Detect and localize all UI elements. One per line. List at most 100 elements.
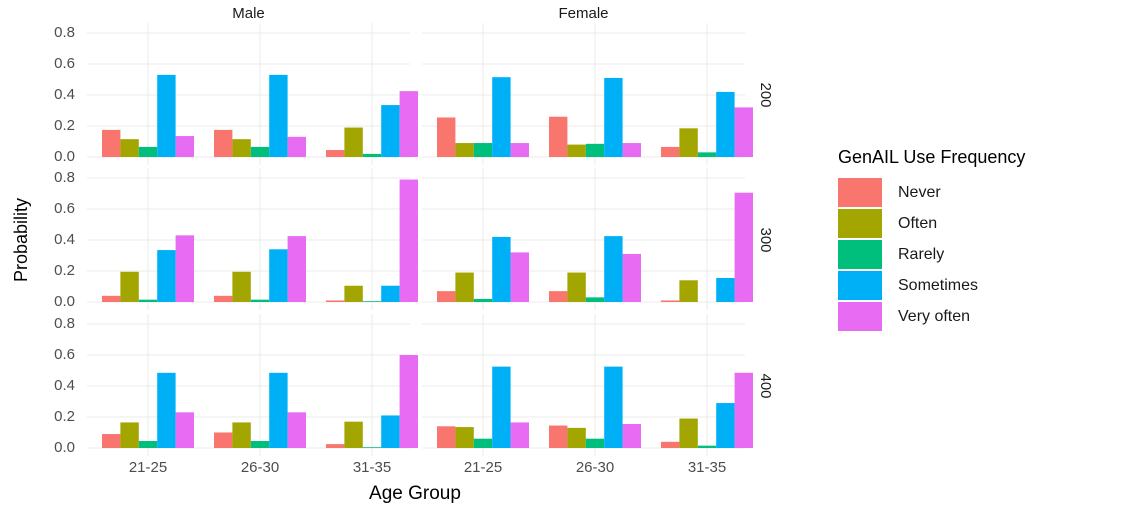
bar bbox=[697, 445, 717, 448]
x-tick-label: 26-30 bbox=[241, 459, 279, 476]
bar bbox=[344, 127, 363, 157]
bar bbox=[510, 143, 529, 157]
legend-key bbox=[838, 209, 882, 238]
facet-column-label: Female bbox=[558, 5, 608, 22]
bar bbox=[604, 77, 623, 157]
legend-title: GenAIL Use Frequency bbox=[838, 147, 1025, 167]
x-tick-label: 21-25 bbox=[464, 459, 502, 476]
bar bbox=[455, 427, 474, 448]
facet-row-label: 200 bbox=[757, 82, 774, 107]
bar bbox=[214, 129, 233, 157]
bar bbox=[455, 272, 474, 302]
bar bbox=[622, 253, 641, 302]
bar bbox=[473, 298, 493, 302]
bar bbox=[622, 423, 641, 448]
legend-key bbox=[838, 178, 882, 207]
bar bbox=[437, 291, 456, 302]
bar bbox=[232, 139, 251, 157]
bar bbox=[585, 297, 605, 302]
bar bbox=[250, 146, 270, 157]
bar bbox=[138, 299, 158, 302]
bar bbox=[269, 74, 288, 157]
y-tick-label: 0.0 bbox=[54, 293, 75, 310]
bar bbox=[269, 372, 288, 448]
facet-column-label: Male bbox=[232, 5, 265, 22]
bar bbox=[287, 136, 306, 157]
bar bbox=[344, 285, 363, 302]
y-tick-label: 0.0 bbox=[54, 439, 75, 456]
bar bbox=[492, 77, 511, 157]
bar bbox=[734, 107, 753, 157]
x-tick-label: 21-25 bbox=[129, 459, 167, 476]
bar bbox=[679, 280, 698, 302]
bar bbox=[437, 117, 456, 157]
bar bbox=[399, 91, 418, 157]
bar bbox=[326, 150, 345, 157]
bar bbox=[734, 192, 753, 302]
y-tick-label: 0.4 bbox=[54, 231, 75, 248]
bar bbox=[549, 425, 568, 448]
bar bbox=[381, 285, 400, 302]
bar bbox=[622, 143, 641, 157]
bar bbox=[344, 421, 363, 448]
bar bbox=[399, 355, 418, 448]
bar bbox=[250, 441, 270, 448]
bar bbox=[232, 271, 251, 302]
bar bbox=[437, 426, 456, 448]
y-tick-label: 0.8 bbox=[54, 315, 75, 332]
y-tick-label: 0.2 bbox=[54, 117, 75, 134]
bar bbox=[716, 91, 735, 157]
bar bbox=[492, 236, 511, 302]
bar bbox=[585, 438, 605, 448]
bar bbox=[120, 422, 139, 448]
y-axis-label: Probability bbox=[11, 198, 31, 282]
bar bbox=[250, 299, 270, 302]
bar bbox=[734, 372, 753, 448]
bar bbox=[604, 236, 623, 302]
bar bbox=[287, 236, 306, 302]
bar bbox=[567, 272, 586, 302]
y-tick-label: 0.4 bbox=[54, 377, 75, 394]
y-tick-label: 0.2 bbox=[54, 262, 75, 279]
x-tick-label: 26-30 bbox=[576, 459, 614, 476]
bar bbox=[661, 300, 680, 302]
bar bbox=[120, 139, 139, 157]
bar bbox=[679, 418, 698, 448]
bar bbox=[214, 432, 233, 448]
bar bbox=[362, 301, 382, 302]
bar bbox=[326, 444, 345, 448]
legend-label: Very often bbox=[898, 308, 970, 325]
facet-row-label: 300 bbox=[757, 227, 774, 252]
bar bbox=[381, 105, 400, 157]
bar bbox=[381, 415, 400, 448]
bar bbox=[269, 249, 288, 302]
bar bbox=[604, 366, 623, 448]
x-tick-label: 31-35 bbox=[353, 459, 391, 476]
x-axis-label: Age Group bbox=[369, 483, 461, 504]
bar bbox=[716, 403, 735, 448]
y-tick-label: 0.8 bbox=[54, 24, 75, 41]
bar bbox=[492, 366, 511, 448]
legend-label: Never bbox=[898, 184, 941, 201]
bar bbox=[697, 152, 717, 157]
bar bbox=[157, 372, 176, 448]
bar bbox=[138, 441, 158, 448]
bar bbox=[567, 144, 586, 157]
bar bbox=[102, 434, 121, 448]
legend-key bbox=[838, 240, 882, 269]
bar bbox=[175, 412, 194, 448]
bar bbox=[157, 74, 176, 157]
bar bbox=[567, 427, 586, 448]
legend-key bbox=[838, 302, 882, 331]
bar bbox=[232, 422, 251, 448]
bar bbox=[175, 136, 194, 157]
bar bbox=[661, 441, 680, 448]
bar bbox=[455, 143, 474, 157]
bar bbox=[585, 143, 605, 157]
legend-label: Rarely bbox=[898, 246, 944, 263]
bar bbox=[214, 295, 233, 302]
y-tick-label: 0.6 bbox=[54, 200, 75, 217]
bar bbox=[510, 252, 529, 302]
legend-key bbox=[838, 271, 882, 300]
bar bbox=[549, 291, 568, 302]
